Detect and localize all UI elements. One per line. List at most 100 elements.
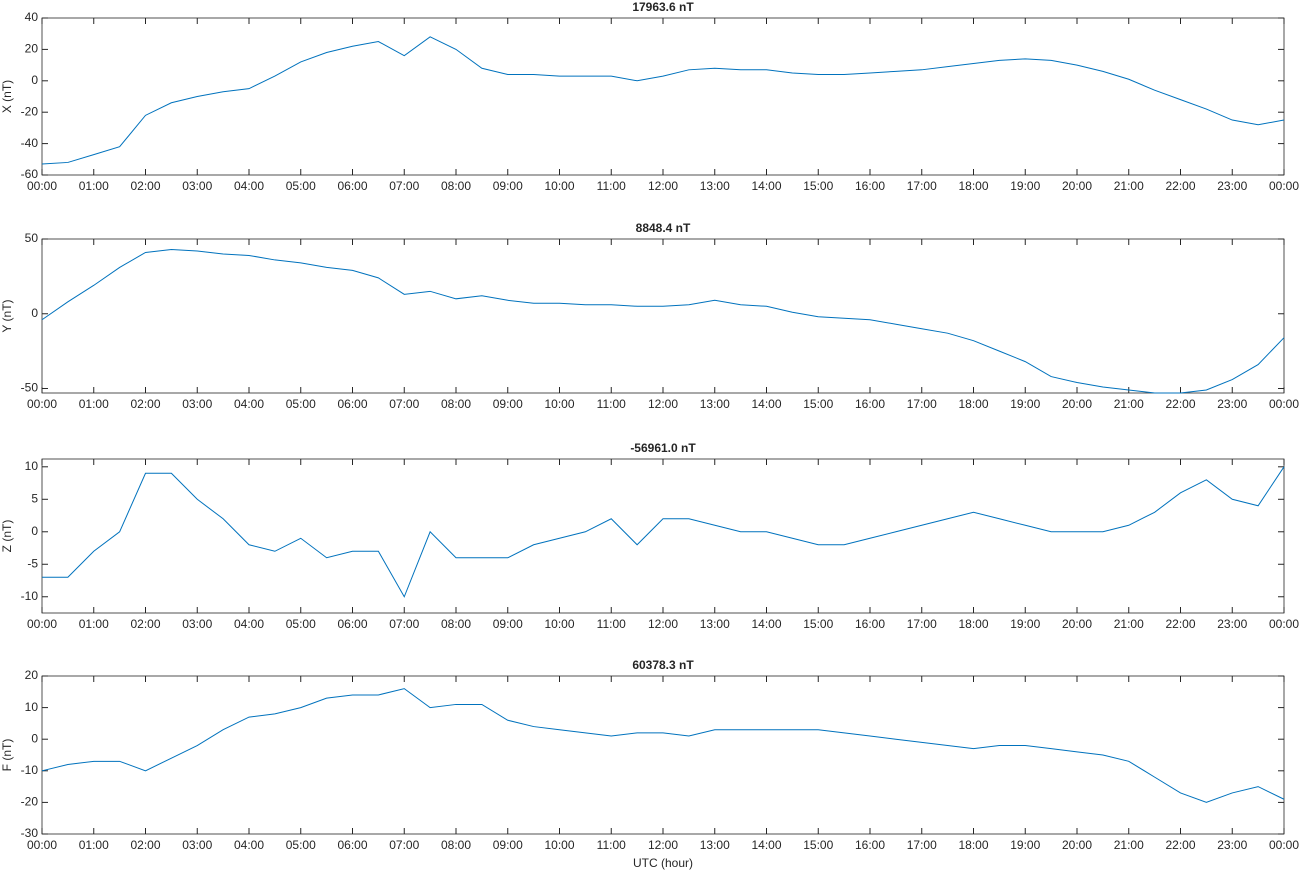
x-tick-label: 07:00 — [389, 838, 419, 852]
x-tick-label: 16:00 — [855, 617, 885, 631]
x-tick-label: 13:00 — [700, 617, 730, 631]
data-line — [42, 466, 1285, 598]
y-tick-label: 20 — [25, 42, 39, 56]
y-tick-label: 5 — [31, 491, 38, 505]
x-tick-label: 13:00 — [700, 397, 730, 411]
y-tick-label: -30 — [21, 826, 39, 840]
x-tick-label: 00:00 — [27, 617, 57, 631]
y-tick-label: -10 — [21, 763, 39, 777]
x-tick-label: 07:00 — [389, 179, 419, 193]
x-tick-label: 04:00 — [234, 617, 264, 631]
y-tick-label: -20 — [21, 795, 39, 809]
x-tick-label: 19:00 — [1010, 179, 1040, 193]
x-axis-label: UTC (hour) — [633, 856, 693, 870]
x-tick-label: 21:00 — [1114, 617, 1144, 631]
x-tick-label: 23:00 — [1217, 838, 1247, 852]
data-line — [41, 688, 1285, 803]
x-tick-label: 09:00 — [493, 397, 523, 411]
x-tick-label: 13:00 — [700, 179, 730, 193]
x-tick-label: 11:00 — [597, 617, 626, 631]
y-tick-label: -10 — [21, 589, 39, 603]
x-tick-label: 16:00 — [855, 179, 885, 193]
y-tick-label: -5 — [27, 556, 38, 570]
x-tick-label: 21:00 — [1114, 838, 1144, 852]
y-tick-label: -60 — [21, 167, 39, 181]
y-tick-label: 0 — [31, 524, 38, 538]
x-tick-label: 09:00 — [493, 838, 523, 852]
x-tick-label: 19:00 — [1010, 397, 1040, 411]
axes-box — [41, 238, 1285, 394]
y-tick-label: 0 — [31, 73, 38, 87]
x-tick-label: 06:00 — [337, 838, 367, 852]
y-tick-label: -50 — [21, 381, 39, 395]
x-tick-label: 07:00 — [389, 617, 419, 631]
x-tick-label: 07:00 — [389, 397, 419, 411]
x-tick-label: 14:00 — [751, 397, 781, 411]
x-tick-label: 14:00 — [751, 617, 781, 631]
axes-box — [41, 458, 1285, 614]
x-tick-label: 23:00 — [1217, 179, 1247, 193]
x-tick-label: 10:00 — [544, 838, 574, 852]
x-tick-label: 03:00 — [182, 838, 212, 852]
x-tick-label: 22:00 — [1165, 617, 1195, 631]
x-tick-label: 15:00 — [803, 617, 833, 631]
x-tick-label: 05:00 — [286, 397, 316, 411]
x-tick-label: 12:00 — [648, 617, 678, 631]
x-tick-label: 14:00 — [751, 838, 781, 852]
y-axis-label: F (nT) — [0, 739, 14, 772]
x-tick-label: 01:00 — [79, 397, 109, 411]
x-tick-label: 14:00 — [751, 179, 781, 193]
y-tick-label: -40 — [21, 136, 39, 150]
x-tick-label: 09:00 — [493, 179, 523, 193]
x-tick-label: 21:00 — [1114, 397, 1144, 411]
x-tick-label: 20:00 — [1062, 397, 1092, 411]
x-tick-label: 03:00 — [182, 179, 212, 193]
x-tick-label: 10:00 — [544, 397, 574, 411]
panel-title: 60378.3 nT — [632, 658, 694, 672]
y-axis-label: Y (nT) — [0, 299, 14, 332]
x-tick-label: 19:00 — [1010, 838, 1040, 852]
x-tick-label: 02:00 — [130, 617, 160, 631]
y-tick-label: 10 — [25, 459, 39, 473]
x-tick-label: 00:00 — [27, 179, 57, 193]
y-tick-label: 10 — [25, 700, 39, 714]
x-tick-label: 05:00 — [286, 838, 316, 852]
x-tick-label: 00:00 — [1269, 397, 1299, 411]
x-tick-label: 02:00 — [130, 179, 160, 193]
x-tick-label: 18:00 — [958, 617, 988, 631]
y-axis-label: Z (nT) — [0, 520, 14, 553]
x-tick-label: 09:00 — [493, 617, 523, 631]
data-line — [41, 36, 1285, 165]
x-tick-label: 16:00 — [855, 397, 885, 411]
x-tick-label: 01:00 — [79, 838, 109, 852]
panel-title: -56961.0 nT — [630, 441, 696, 455]
x-tick-label: 18:00 — [958, 397, 988, 411]
x-tick-label: 11:00 — [597, 179, 626, 193]
x-tick-label: 17:00 — [907, 397, 937, 411]
x-tick-label: 03:00 — [182, 397, 212, 411]
x-tick-label: 08:00 — [441, 838, 471, 852]
x-tick-label: 15:00 — [803, 397, 833, 411]
x-tick-label: 04:00 — [234, 397, 264, 411]
x-tick-label: 05:00 — [286, 179, 316, 193]
x-tick-label: 18:00 — [958, 179, 988, 193]
x-tick-label: 17:00 — [907, 617, 937, 631]
x-tick-label: 06:00 — [337, 617, 367, 631]
x-tick-label: 12:00 — [648, 397, 678, 411]
x-tick-label: 08:00 — [441, 397, 471, 411]
x-tick-label: 02:00 — [130, 838, 160, 852]
y-tick-label: 0 — [31, 306, 38, 320]
y-tick-label: 0 — [31, 731, 38, 745]
x-tick-label: 00:00 — [1269, 179, 1299, 193]
x-tick-label: 06:00 — [337, 179, 367, 193]
x-tick-label: 11:00 — [597, 838, 626, 852]
x-tick-label: 23:00 — [1217, 397, 1247, 411]
x-tick-label: 08:00 — [441, 617, 471, 631]
x-tick-label: 22:00 — [1165, 397, 1195, 411]
data-line — [41, 248, 1285, 394]
x-tick-label: 10:00 — [544, 179, 574, 193]
x-tick-label: 02:00 — [130, 397, 160, 411]
x-tick-label: 16:00 — [855, 838, 885, 852]
x-tick-label: 00:00 — [1269, 838, 1299, 852]
